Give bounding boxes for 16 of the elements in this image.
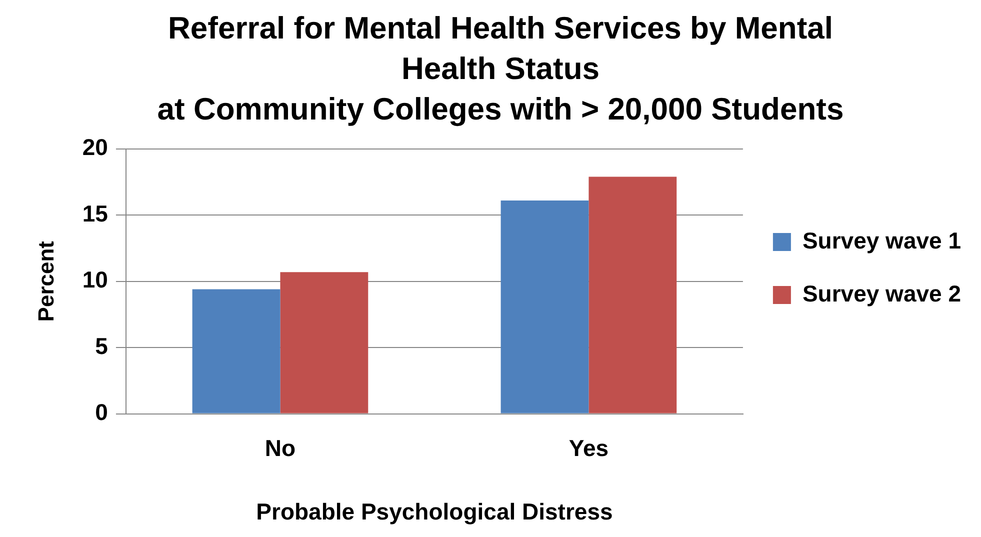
x-tick-label: Yes [568,434,609,461]
y-tick-label: 5 [95,332,108,359]
chart-title: Referral for Mental Health Services by Mental Health Status at Community Colleges with > 20,000 Students [157,10,844,126]
x-tick-label: No [264,434,296,461]
bar [588,176,677,414]
bar [280,272,368,414]
y-tick-label: 15 [82,200,108,226]
y-tick-label: 20 [82,134,108,160]
y-axis-title: Percent [33,240,58,322]
bar [192,289,280,414]
x-axis-title: Probable Psychological Distress [256,498,613,525]
legend-label: Survey wave 1 [802,227,962,254]
legend-label: Survey wave 2 [802,280,962,306]
y-tick-label: 10 [82,266,108,293]
y-tick-label: 0 [95,399,108,426]
bar [500,200,589,414]
